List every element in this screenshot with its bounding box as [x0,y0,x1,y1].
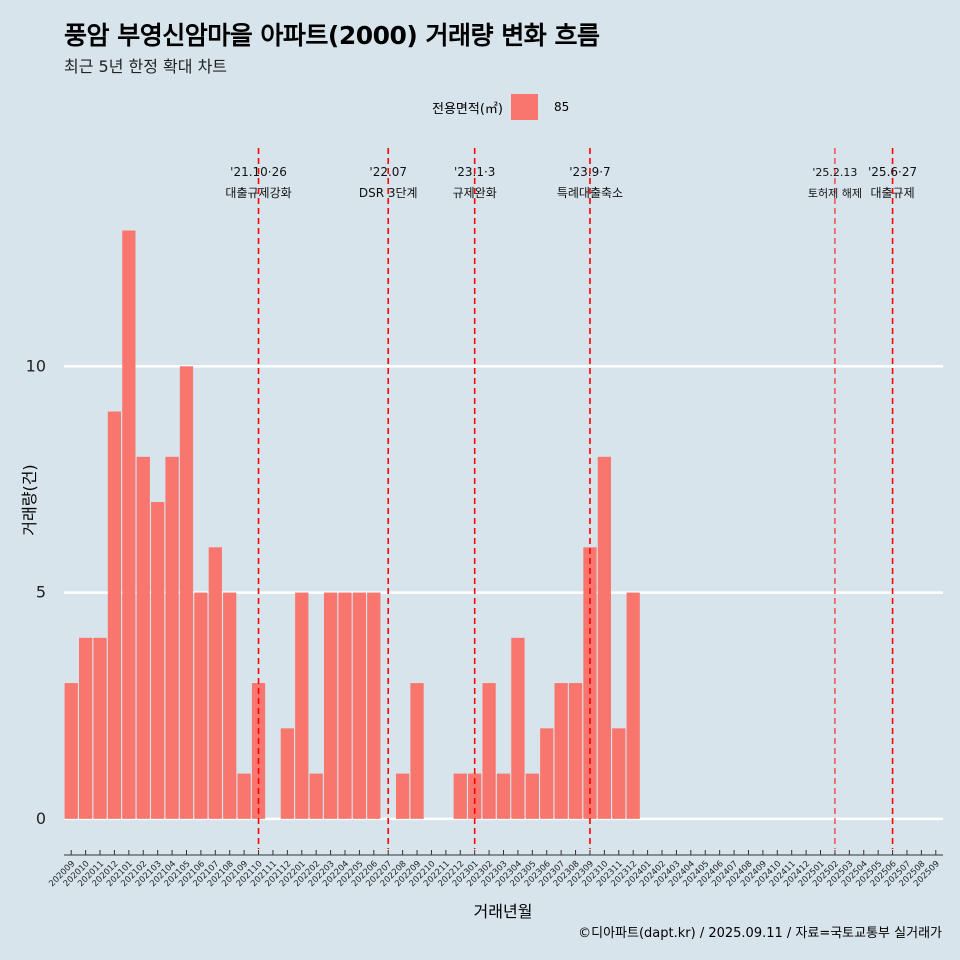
event-date-label: '23.1·3 [454,165,495,179]
bar [323,592,338,819]
bar [165,456,179,819]
bar [179,366,194,819]
bar [396,773,410,819]
bar [597,456,611,819]
bar [482,683,496,819]
bar [554,683,568,819]
event-date-label: '25.6·27 [868,165,917,179]
bar [410,683,424,819]
bar [352,592,367,819]
chart-title: 풍암 부영신암마을 아파트(2000) 거래량 변화 흐름 [64,21,600,50]
event-date-label: '21.10·26 [230,165,287,179]
y-tick-label: 10 [26,356,46,375]
bar [525,773,539,819]
event-label: 대출규제 [870,186,914,200]
event-date-label: '23.9·7 [569,165,610,179]
bar [122,230,136,819]
event-date-label: '25.2.13 [812,166,857,179]
bar [78,637,93,819]
event-label: 특례대출축소 [557,186,623,200]
bar [223,592,237,819]
bar [540,728,554,819]
event-label: 규제완화 [453,186,497,200]
bar [453,773,467,819]
y-axis-label: 거래량(건) [20,464,39,536]
event-date-label: '22.07 [369,165,407,179]
bar [280,728,294,819]
event-label: 토허제 해제 [808,186,862,200]
legend-title: 전용면적(㎡) [432,101,503,117]
bar [64,683,78,819]
bar [93,637,107,819]
bar [309,773,323,819]
bar [468,773,482,819]
source-caption: ©디아파트(dapt.kr) / 2025.09.11 / 자료=국토교통부 실… [578,926,942,941]
event-label: DSR 3단계 [359,186,418,200]
bar [194,592,208,819]
y-tick-label: 5 [36,583,46,602]
bar [496,773,511,819]
bar [136,456,150,819]
bar [151,502,165,819]
event-label: 대출규제강화 [225,186,291,200]
legend: 전용면적(㎡) 85 [432,94,569,120]
bar [612,728,626,819]
chart-subtitle: 최근 5년 한정 확대 차트 [64,57,228,76]
bar [107,411,122,819]
y-tick-label: 0 [36,809,46,828]
bar [511,637,525,819]
legend-swatch [510,94,538,120]
bar [237,773,251,819]
bar [338,592,352,819]
bar [568,683,583,819]
bar [208,547,222,819]
legend-item-label: 85 [553,100,570,114]
bar [626,592,640,819]
x-axis-label: 거래년월 [473,902,533,921]
bar [367,592,381,819]
bar [295,592,309,819]
